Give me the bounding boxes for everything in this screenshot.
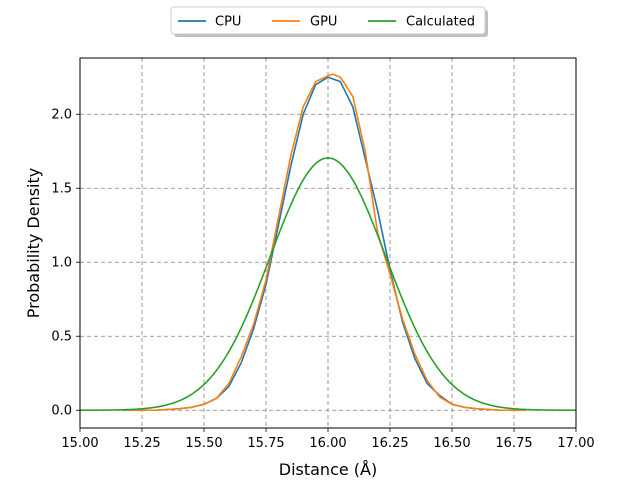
y-tick-label: 1.0 — [51, 256, 72, 271]
x-axis-title: Distance (Å) — [279, 460, 377, 479]
y-tick-label: 2.0 — [51, 108, 72, 123]
series-line-calculated — [80, 157, 576, 412]
legend-label: Calculated — [406, 15, 475, 30]
y-tick-label: 0.0 — [51, 404, 72, 419]
y-tick-label: 1.5 — [51, 182, 72, 197]
x-tick-label: 16.50 — [433, 436, 470, 451]
x-tick-label: 15.50 — [185, 436, 222, 451]
legend-label: CPU — [215, 15, 241, 30]
series-line-cpu — [122, 76, 527, 412]
legend-box — [170, 6, 486, 35]
x-tick-label: 16.00 — [309, 436, 346, 451]
y-axis-title: Probability Density — [24, 168, 43, 319]
grid-lines — [79, 58, 577, 428]
axis-ticks: 15.00 15.25 15.50 15.75 16.00 16.25 16.50 16.75… — [51, 108, 594, 451]
x-tick-label: 16.25 — [371, 436, 408, 451]
x-tick-label: 16.75 — [495, 436, 532, 451]
x-tick-label: 17.00 — [557, 436, 594, 451]
legend-label: GPU — [310, 15, 337, 30]
x-tick-label: 15.75 — [247, 436, 284, 451]
x-tick-label: 15.00 — [61, 436, 98, 451]
series-lines — [80, 73, 576, 412]
series-line-gpu — [122, 73, 527, 412]
y-tick-label: 0.5 — [51, 330, 72, 345]
x-tick-label: 15.25 — [123, 436, 160, 451]
legend: CPU GPU Calculated — [170, 6, 488, 37]
